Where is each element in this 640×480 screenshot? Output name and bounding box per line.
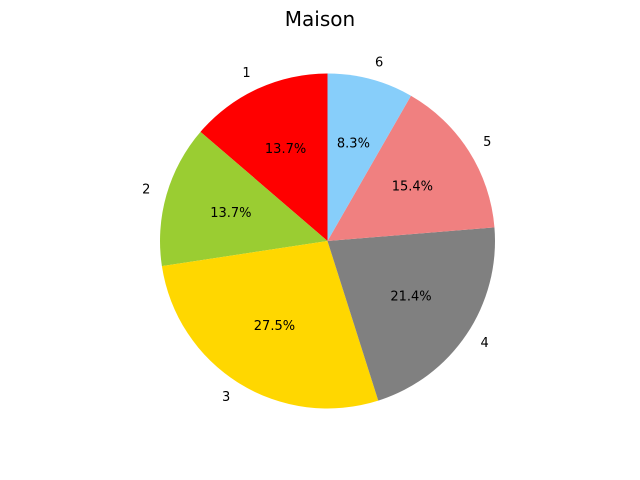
pie-slice-1 [200, 73, 328, 241]
slice-percent-1: 13.7% [265, 142, 306, 157]
pie-slice-6 [327, 73, 411, 241]
chart-title: Maison [285, 7, 355, 31]
slice-label-6: 6 [375, 55, 383, 70]
pie-slice-5 [327, 95, 495, 241]
slice-percent-5: 15.4% [392, 180, 433, 195]
slice-label-2: 2 [142, 183, 150, 198]
slice-percent-2: 13.7% [210, 206, 251, 221]
slice-label-3: 3 [222, 390, 230, 405]
pie-slices [159, 73, 495, 409]
slice-label-4: 4 [481, 336, 489, 351]
pie-slice-2 [159, 131, 328, 267]
pie-labels: 1 13.7% 2 13.7% 3 27.5% 4 21.4% 5 15.4% 6 8.3% [142, 55, 491, 405]
slice-label-5: 5 [483, 135, 491, 150]
slice-percent-3: 27.5% [254, 319, 295, 334]
pie-slice-3 [161, 241, 379, 409]
slice-percent-4: 21.4% [390, 289, 431, 304]
slice-label-1: 1 [242, 66, 250, 81]
pie-slice-4 [327, 227, 495, 401]
slice-percent-6: 8.3% [337, 136, 370, 151]
